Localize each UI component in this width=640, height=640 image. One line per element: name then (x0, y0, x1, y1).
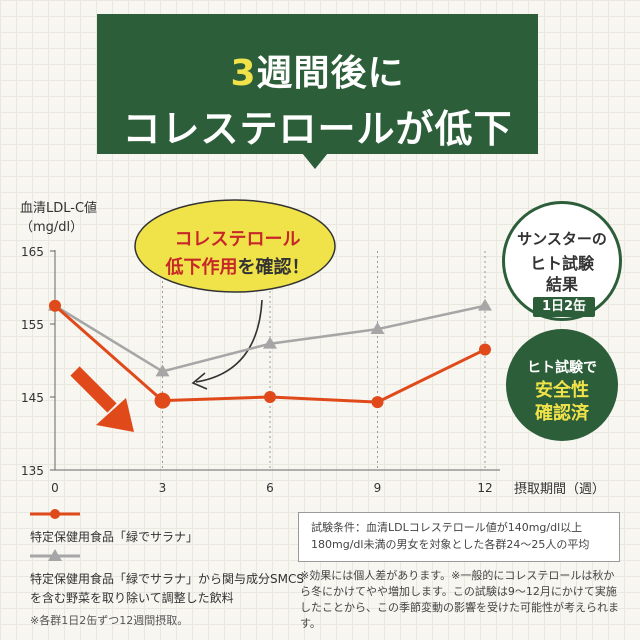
x-tick-label: 0 (51, 481, 59, 495)
legend-label-gray: 特定保健用食品「緑でサラナ」から関与成分SMCSを含む野菜を取り除いて調整した飲… (30, 572, 304, 605)
safety-badge-line1: ヒト試験で (527, 360, 597, 376)
callout-text: コレステロール 低下作用を確認！ (145, 226, 330, 282)
callout-line2: 低下作用を確認！ (145, 254, 330, 282)
legend-marker-gray (30, 549, 80, 561)
trial-badge-dose-tag: 1日2缶 (533, 297, 595, 317)
callout-line2-emphasis: 低下作用 (165, 257, 238, 278)
disclaimer-note: ※効果には個人差があります。※一般的にコレステロールは秋から冬にかけてやや増加し… (300, 569, 619, 630)
callout-line2-rest: を確認！ (237, 257, 310, 278)
x-axis-title: 摂取期間（週） (514, 482, 606, 497)
legend-label-orange: 特定保健用食品「緑でサラナ」 (30, 530, 199, 544)
data-point-orange (49, 299, 61, 312)
headline-line2: コレステロールが低下 (122, 107, 513, 151)
x-tick-label: 12 (477, 481, 492, 495)
safety-badge-line3: 確認済 (535, 403, 589, 424)
y-axis-title: 血清LDL-C値 (20, 201, 98, 216)
safety-badge: ヒト試験で 安全性 確認済 (506, 329, 618, 441)
callout-arrowhead (191, 372, 208, 390)
headline-line1: 3週間後に (97, 44, 538, 96)
x-tick-labels: 0 3 6 9 12 (51, 481, 492, 495)
trial-result-badge: サンスターの ヒト試験 結果 1日2缶 (502, 201, 622, 321)
conditions-line1: 試験条件：血清LDLコレステロール値が140mg/dl以上 (311, 521, 583, 534)
callout-arrow (195, 299, 263, 383)
data-point-orange (479, 343, 491, 356)
y-tick-label: 165 (21, 245, 44, 259)
y-tick-label: 135 (21, 464, 44, 478)
conditions-line2: 180mg/dl未満の男女を対象とした各群24～25人の平均 (311, 538, 590, 551)
decrease-arrow-icon (70, 366, 134, 432)
trial-badge-line2: ヒト試験 (529, 254, 594, 273)
safety-badge-line2: 安全性 (535, 380, 589, 401)
headline-accent-number: 3 (230, 53, 257, 94)
y-tick-labels: 135 145 155 165 (21, 245, 55, 478)
x-tick-label: 3 (159, 481, 167, 495)
intake-note: ※各群1日2缶ずつ12週間摂取。 (30, 614, 189, 627)
x-tick-label: 6 (266, 481, 274, 495)
data-point-orange (154, 392, 171, 409)
x-tick-label: 9 (374, 481, 382, 495)
y-tick-label: 155 (21, 318, 44, 332)
trial-badge-line1: サンスターの (517, 230, 607, 248)
legend-marker-orange (30, 509, 80, 519)
data-point-gray (155, 364, 170, 377)
y-axis-unit: （mg/dl） (20, 220, 84, 235)
headline-banner: 3週間後に コレステロールが低下 (97, 14, 538, 154)
headline-line1-text: 週間後に (256, 53, 405, 94)
data-point-orange (264, 391, 276, 403)
series-layer (48, 298, 492, 409)
data-point-gray (263, 336, 277, 349)
data-point-gray (370, 322, 385, 335)
y-tick-label: 145 (21, 391, 44, 405)
banner-pointer (302, 153, 328, 169)
callout-bubble (134, 199, 336, 293)
callout-line1: コレステロール (174, 229, 301, 250)
test-conditions-box: 試験条件：血清LDLコレステロール値が140mg/dl以上 180mg/dl未満… (298, 512, 620, 562)
data-point-gray (478, 298, 492, 311)
data-point-orange (371, 396, 384, 409)
trial-badge-line3: 結果 (545, 275, 578, 294)
